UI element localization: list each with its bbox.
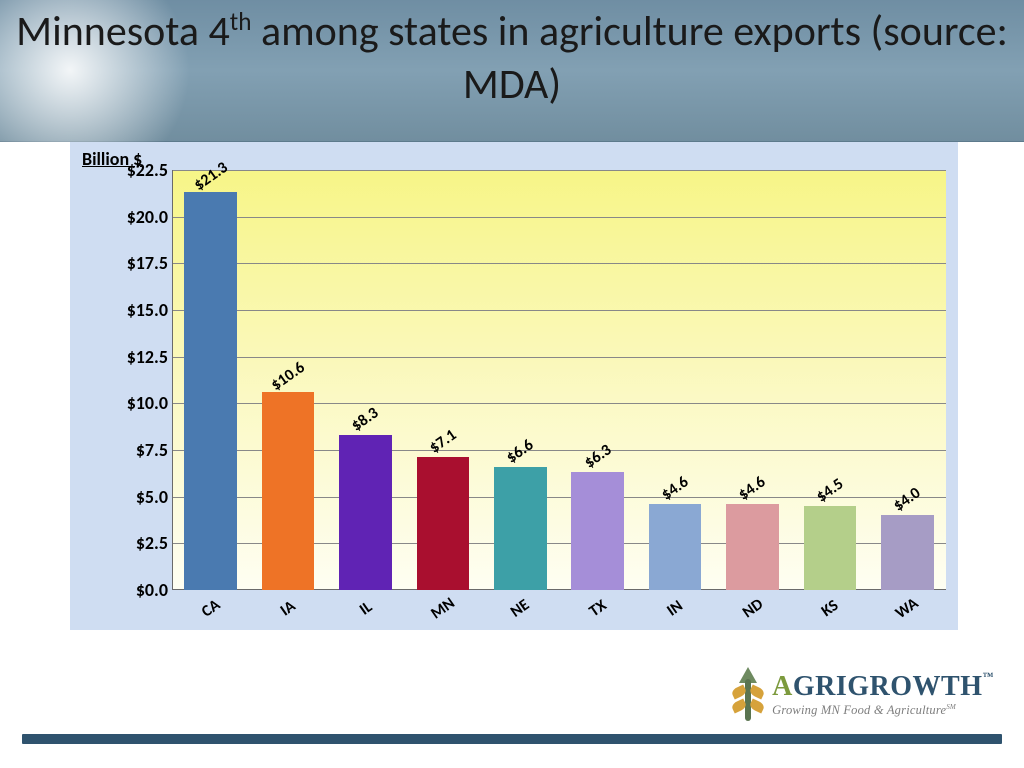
bar-value-label: $4.0	[890, 484, 924, 516]
x-tick-label: IN	[664, 596, 687, 620]
bar-value-label: $8.3	[348, 404, 382, 436]
x-tick-label: TX	[585, 596, 610, 621]
title-sup: th	[230, 6, 252, 37]
x-tick-label: KS	[818, 596, 842, 621]
bar-slot: $21.3	[184, 170, 237, 590]
bar-slot: $7.1	[417, 170, 470, 590]
y-tick-label: $2.5	[116, 532, 168, 554]
page-title: Minnesota 4th among states in agricultur…	[0, 6, 1024, 111]
bar-ne: $6.6	[494, 467, 547, 590]
bar-slot: $4.5	[804, 170, 857, 590]
bar-value-label: $7.1	[426, 426, 460, 458]
x-tick-label: NE	[507, 595, 533, 621]
logo-name-rest: GRIGROWTH	[793, 671, 983, 702]
title-rest: among states in agriculture exports (sou…	[251, 6, 1007, 110]
bar-slot: $4.6	[726, 170, 779, 590]
y-tick-label: $7.5	[116, 439, 168, 461]
bar-ca: $21.3	[184, 192, 237, 590]
bar-value-label: $4.5	[813, 475, 847, 507]
bar-ks: $4.5	[804, 506, 857, 590]
x-tick-label: CA	[198, 596, 224, 622]
bar-tx: $6.3	[571, 472, 624, 590]
chart-frame: Billion $ $21.3$10.6$8.3$7.1$6.6$6.3$4.6…	[70, 142, 958, 630]
logo-name-a: A	[772, 671, 793, 702]
y-tick-label: $5.0	[116, 486, 168, 508]
bar-value-label: $21.3	[190, 159, 231, 196]
bar-il: $8.3	[339, 435, 392, 590]
bars-layer: $21.3$10.6$8.3$7.1$6.6$6.3$4.6$4.6$4.5$4…	[172, 170, 946, 590]
title-pre: Minnesota 4	[16, 6, 230, 57]
x-tick-label: MN	[427, 594, 458, 624]
x-tick-label: ND	[739, 595, 767, 622]
y-tick-label: $22.5	[116, 159, 168, 181]
y-tick-label: $20.0	[116, 206, 168, 228]
bar-slot: $4.6	[649, 170, 702, 590]
logo: AGRIGROWTH™ Growing MN Food & Agricultur…	[734, 664, 994, 726]
bar-slot: $4.0	[881, 170, 934, 590]
bar-wa: $4.0	[881, 515, 934, 590]
bar-mn: $7.1	[417, 457, 470, 590]
bar-ia: $10.6	[262, 392, 315, 590]
logo-tm: ™	[983, 671, 995, 683]
bar-nd: $4.6	[726, 504, 779, 590]
x-tick-label: IL	[356, 598, 376, 620]
x-tick-label: WA	[892, 594, 922, 623]
bar-slot: $10.6	[262, 170, 315, 590]
footer-bar	[22, 734, 1002, 744]
bar-value-label: $4.6	[658, 473, 692, 505]
logo-tagline: Growing MN Food & Agriculture	[772, 704, 946, 718]
y-tick-label: $17.5	[116, 252, 168, 274]
bar-slot: $6.3	[571, 170, 624, 590]
bar-slot: $6.6	[494, 170, 547, 590]
bar-slot: $8.3	[339, 170, 392, 590]
bar-value-label: $4.6	[735, 473, 769, 505]
y-tick-label: $15.0	[116, 299, 168, 321]
logo-sm: SM	[946, 703, 956, 711]
logo-icon	[734, 669, 762, 721]
bar-value-label: $10.6	[268, 358, 309, 395]
y-tick-label: $12.5	[116, 346, 168, 368]
x-tick-label: IA	[277, 597, 299, 621]
y-tick-label: $10.0	[116, 392, 168, 414]
bar-value-label: $6.6	[503, 435, 537, 467]
logo-text: AGRIGROWTH™ Growing MN Food & Agricultur…	[772, 671, 994, 718]
bar-value-label: $6.3	[581, 441, 615, 473]
bar-in: $4.6	[649, 504, 702, 590]
y-tick-label: $0.0	[116, 579, 168, 601]
